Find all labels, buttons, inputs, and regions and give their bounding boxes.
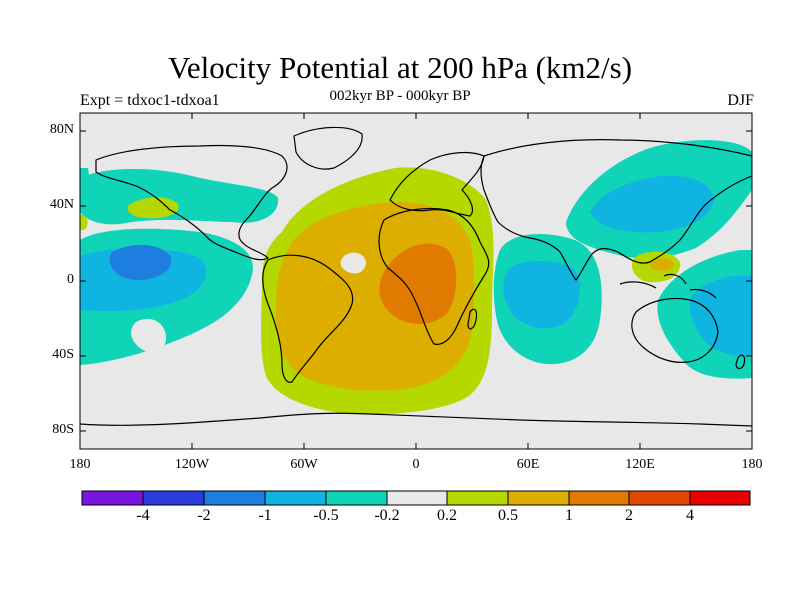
map-subtitle: 002kyr BP - 000kyr BP <box>329 88 471 104</box>
colorbar-label-1: -4 <box>136 507 150 524</box>
coastline-antarctica <box>80 412 752 427</box>
lat-label-80n: 80N <box>49 122 74 137</box>
season-label: DJF <box>727 92 754 109</box>
colorbar-box-8 <box>507 490 570 506</box>
negative-region-west-pacific-inner <box>689 275 752 357</box>
colorbar-box-10 <box>628 490 691 506</box>
coastline-europe <box>389 151 485 217</box>
colorbar-label-6: 0.2 <box>437 507 457 524</box>
lon-label-60e: 60E <box>516 457 540 472</box>
positive-region-africa-core <box>379 243 457 324</box>
axis-ticks <box>80 113 752 449</box>
colorbar-label-9: 2 <box>625 507 633 524</box>
colorbar-label-2: -2 <box>197 507 211 524</box>
colorbar-label-3: -1 <box>258 507 272 524</box>
lon-label-120e: 120E <box>625 457 655 472</box>
coastline-australia <box>631 297 719 363</box>
lon-label-60w: 60W <box>290 457 318 472</box>
neutral-hole-south-pacific <box>131 318 166 353</box>
positive-spot-north-pacific <box>127 197 179 219</box>
coastline-north-america <box>95 144 288 261</box>
map-title: Velocity Potential at 200 hPa (km2/s) <box>167 50 633 85</box>
colorbar-label-10: 4 <box>686 507 694 524</box>
colorbar-box-5 <box>325 490 388 506</box>
lon-label-120w: 120W <box>174 457 210 472</box>
coastlines <box>80 126 752 427</box>
colorbar-box-11 <box>689 490 751 506</box>
colorbar-box-1 <box>81 490 144 506</box>
lat-label-80s: 80S <box>52 422 74 437</box>
coastline-south-america <box>262 254 354 383</box>
colorbar-box-7 <box>446 490 509 506</box>
coastline-greenland <box>293 126 363 170</box>
negative-region-northwest-pacific-inner <box>590 175 714 233</box>
colorbar-box-4 <box>264 490 327 506</box>
colorbar-box-2 <box>142 490 205 506</box>
colorbar-box-3 <box>203 490 266 506</box>
lat-label-40n: 40N <box>49 197 74 212</box>
coastline-indonesia <box>619 273 717 299</box>
coastline-asia <box>480 139 752 281</box>
lon-label-180e: 180 <box>741 457 763 472</box>
negative-spot-west-edge <box>80 168 89 192</box>
coastline-new-zealand <box>735 354 746 370</box>
positive-spot-west-edge <box>80 214 88 231</box>
neutral-hole-atlantic <box>340 252 366 274</box>
lon-label-180w: 180 <box>69 457 91 472</box>
lat-label-0: 0 <box>67 272 74 287</box>
colorbar-box-6 <box>386 490 448 506</box>
lon-label-0: 0 <box>412 457 420 472</box>
lat-label-40s: 40S <box>52 347 74 362</box>
colorbar-label-7: 0.5 <box>498 507 518 524</box>
colorbar <box>81 490 751 506</box>
experiment-label: Expt = tdxoc1-tdxoa1 <box>80 92 220 109</box>
colorbar-label-8: 1 <box>565 507 573 524</box>
positive-region-maritime-continent-inner <box>649 258 674 271</box>
negative-region-indian-ocean-inner <box>503 261 580 329</box>
negative-region-east-pacific-core <box>109 244 172 280</box>
coastline-madagascar <box>467 308 478 330</box>
coastline-africa <box>378 207 490 345</box>
map-field <box>80 113 752 449</box>
colorbar-label-4: -0.5 <box>313 507 339 524</box>
colorbar-label-5: -0.2 <box>374 507 400 524</box>
colorbar-box-9 <box>568 490 630 506</box>
